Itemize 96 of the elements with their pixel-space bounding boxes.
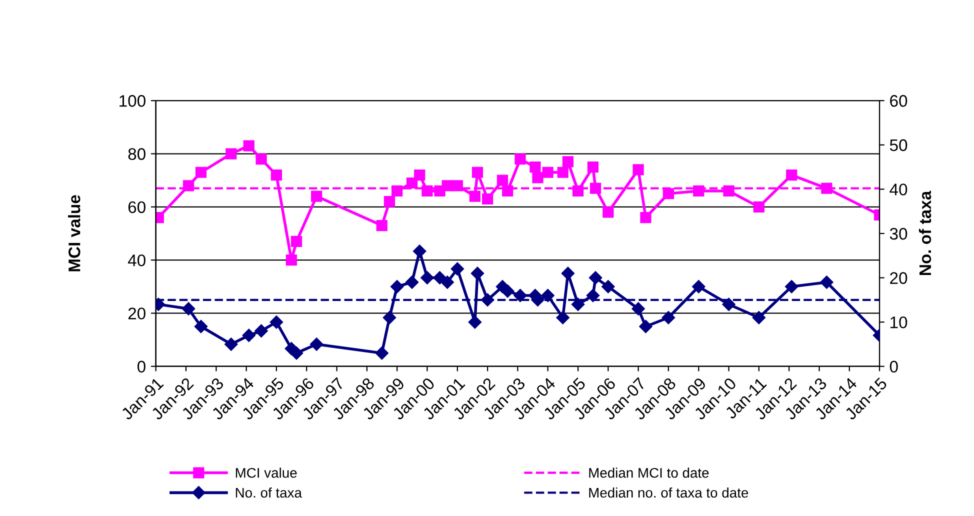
point (723, 185, 734, 197)
point (501, 284, 514, 298)
y-axis-title: MCI value (68, 195, 80, 272)
point (310, 338, 324, 351)
legend-label: Median no. of taxa to date (589, 487, 748, 498)
point (270, 169, 282, 181)
point (480, 293, 494, 307)
point (662, 311, 676, 324)
point (375, 346, 388, 360)
y2-tick-label: 0 (890, 360, 898, 373)
point (556, 311, 570, 324)
point (256, 154, 267, 165)
point (632, 302, 645, 316)
legend-label: Median MCI to date (589, 468, 709, 478)
point (640, 212, 652, 224)
y2-tick-label: 40 (890, 184, 908, 196)
point (254, 324, 268, 338)
point (562, 156, 574, 168)
point (590, 182, 602, 194)
y2-axis-title: No. of taxa (918, 190, 932, 275)
point (290, 236, 302, 248)
point (502, 185, 514, 197)
point (414, 169, 426, 181)
point (440, 276, 454, 289)
point (571, 298, 585, 311)
point (450, 262, 464, 276)
point (557, 166, 568, 178)
y2-tick-label: 60 (890, 95, 908, 107)
legend-label: MCI value (236, 468, 297, 478)
point (182, 180, 194, 192)
point (602, 206, 614, 218)
point (693, 185, 704, 197)
point (572, 185, 584, 197)
point (602, 280, 615, 294)
point (195, 166, 207, 178)
point (311, 190, 322, 202)
point (752, 311, 766, 324)
point (286, 254, 297, 266)
point (468, 315, 482, 329)
point (639, 320, 652, 334)
y2-tick-label: 10 (890, 316, 908, 328)
y2-tick-label: 50 (890, 139, 908, 152)
point (561, 266, 575, 280)
point (514, 288, 527, 302)
point (290, 346, 304, 360)
point (785, 280, 798, 294)
y-tick-label: 100 (120, 95, 146, 107)
point (514, 154, 526, 165)
point (753, 201, 764, 212)
point (413, 244, 426, 258)
y2-tick-label: 20 (890, 272, 908, 284)
point (820, 276, 834, 289)
point (586, 288, 600, 302)
point (442, 180, 453, 192)
point (470, 266, 484, 280)
point (422, 185, 433, 197)
point (542, 166, 554, 178)
point (194, 320, 208, 334)
point (226, 148, 237, 160)
point (382, 311, 396, 324)
y-tick-label: 0 (138, 360, 146, 373)
point (632, 164, 644, 176)
point (433, 271, 446, 284)
y-tick-label: 60 (128, 201, 146, 214)
point (390, 280, 404, 294)
point (588, 271, 602, 284)
point (472, 166, 484, 178)
y-tick-label: 40 (128, 254, 146, 266)
point (722, 298, 736, 311)
y2-tick-label: 30 (890, 228, 908, 240)
point (692, 280, 706, 294)
point (376, 220, 388, 232)
point (270, 315, 284, 329)
point (405, 276, 419, 289)
point (243, 140, 254, 152)
y-tick-label: 80 (128, 148, 146, 160)
point (821, 182, 832, 194)
point (482, 193, 494, 204)
y-tick-label: 20 (128, 308, 146, 320)
point (182, 302, 196, 316)
point (469, 190, 480, 202)
point (662, 188, 674, 200)
point (786, 169, 798, 181)
legend-label: No. of taxa (236, 487, 302, 498)
point (406, 177, 418, 189)
point (532, 172, 544, 184)
point (392, 185, 403, 197)
point (496, 174, 508, 186)
point (587, 162, 599, 173)
point (420, 271, 434, 284)
point (224, 338, 238, 351)
point (452, 180, 463, 192)
point (384, 196, 396, 208)
point (530, 162, 541, 173)
point (541, 288, 554, 302)
point (242, 328, 256, 342)
